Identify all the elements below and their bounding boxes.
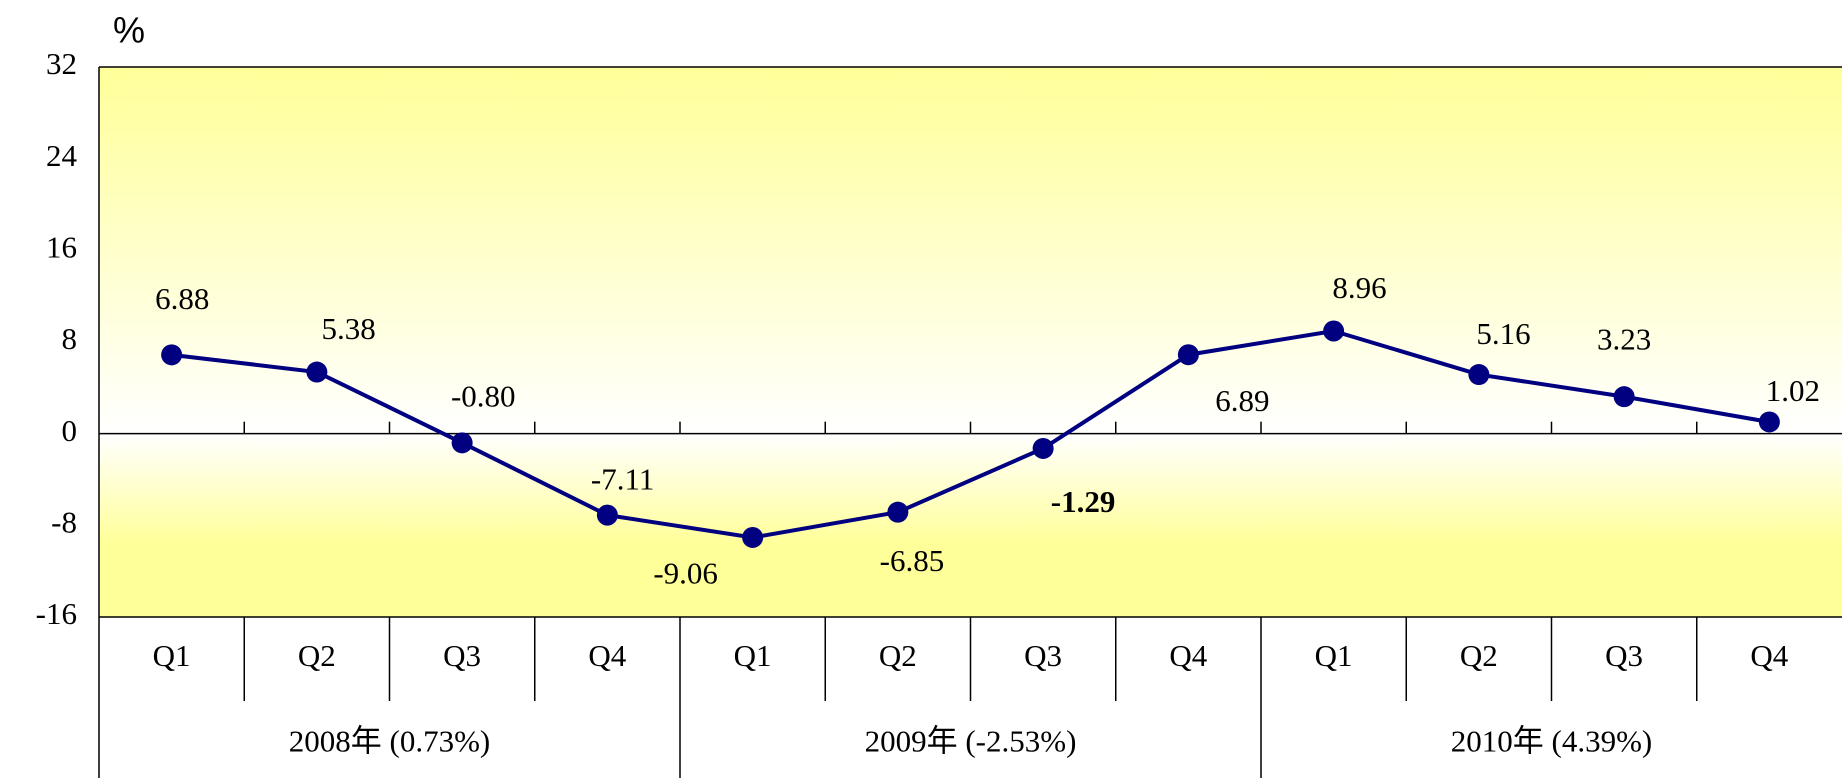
y-tick-label: 32: [46, 46, 77, 81]
data-label: -6.85: [880, 543, 945, 578]
x-tick-label: Q4: [1750, 638, 1788, 673]
y-axis-label: %: [113, 10, 145, 51]
data-label: 3.23: [1597, 322, 1651, 357]
data-point: [1613, 386, 1635, 408]
data-label: 1.02: [1766, 373, 1820, 408]
group-label: 2010年 (4.39%): [1451, 724, 1652, 759]
x-tick-label: Q3: [1024, 638, 1062, 673]
data-label: -0.80: [451, 378, 516, 413]
data-point: [1177, 344, 1199, 366]
data-point: [887, 501, 909, 523]
data-label: 6.89: [1215, 383, 1269, 418]
data-label: 5.38: [321, 311, 375, 346]
y-tick-label: -8: [51, 504, 77, 539]
data-point: [1323, 320, 1345, 342]
data-label: 5.16: [1476, 316, 1530, 351]
x-tick-label: Q1: [734, 638, 772, 673]
data-point: [1032, 437, 1054, 459]
data-point: [596, 504, 618, 526]
y-tick-label: 16: [46, 229, 77, 264]
data-label: -7.11: [591, 461, 654, 496]
data-label: -1.29: [1051, 484, 1116, 519]
data-point: [1468, 364, 1490, 386]
y-tick-label: 24: [46, 138, 78, 173]
data-point: [161, 344, 183, 366]
group-label: 2009年 (-2.53%): [865, 724, 1077, 759]
x-tick-label: Q1: [1315, 638, 1353, 673]
group-label: 2008年 (0.73%): [289, 724, 490, 759]
data-label: -9.06: [653, 555, 718, 590]
x-tick-label: Q4: [1169, 638, 1207, 673]
data-label: 6.88: [155, 281, 209, 316]
data-line: [171, 328, 1770, 540]
plot-background: [99, 67, 1842, 617]
y-tick-label: 8: [62, 321, 78, 356]
data-label: 8.96: [1332, 270, 1386, 305]
x-tick-label: Q3: [1605, 638, 1643, 673]
y-tick-label: -16: [36, 596, 77, 631]
x-tick-label: Q4: [588, 638, 626, 673]
data-point: [451, 432, 473, 454]
upper-fill: [99, 67, 1842, 434]
data-point: [1758, 411, 1780, 433]
data-point: [306, 361, 328, 383]
x-tick-label: Q2: [1460, 638, 1498, 673]
y-tick-label: 0: [62, 413, 78, 448]
lower-fill: [99, 433, 1842, 617]
x-tick-label: Q3: [443, 638, 481, 673]
x-tick-label: Q2: [298, 638, 336, 673]
data-point: [742, 526, 764, 548]
x-tick-label: Q1: [153, 638, 191, 673]
x-tick-label: Q2: [879, 638, 917, 673]
